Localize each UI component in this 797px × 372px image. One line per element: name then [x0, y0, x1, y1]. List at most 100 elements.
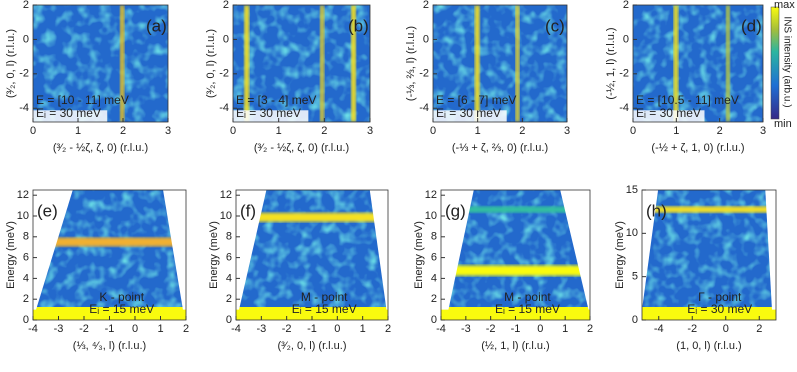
panel: 0 1 2 3 -4 -2 0 2 (-½ + ζ, 1, 0) (r.l.u.) (-½, 1,…	[605, 0, 766, 154]
annotation: E = [3 - 4] meV	[236, 93, 316, 107]
y-axis-label: Energy (meV)	[413, 221, 425, 289]
x-tick-label: 1	[360, 323, 366, 335]
x-tick-label: 2	[321, 125, 327, 137]
x-tick-label: 0	[430, 125, 436, 137]
x-tick-label: 2	[183, 323, 189, 335]
x-tick-label: -1	[307, 323, 317, 335]
band	[642, 206, 776, 213]
y-tick-label: 2	[23, 0, 29, 11]
annotation: M - point	[301, 290, 348, 304]
y-tick-label: 4	[23, 272, 29, 284]
y-tick-label: -4	[19, 102, 29, 114]
annotation: Eᵢ = 15 meV	[89, 302, 154, 316]
y-tick-label: 2	[226, 293, 232, 305]
x-tick-label: 0	[230, 125, 236, 137]
panel-label: (f)	[240, 201, 256, 220]
x-tick-label: 0	[334, 323, 340, 335]
annotation: Eᵢ = 30 meV	[436, 106, 501, 120]
elastic-band	[441, 307, 590, 320]
y-tick-label: 15	[626, 184, 638, 196]
y-tick-label: 8	[226, 231, 232, 243]
x-axis-label: (³⁄₂ - ½ζ, ζ, 0) (r.l.u.)	[53, 142, 148, 154]
y-tick-label: 0	[23, 33, 29, 45]
x-tick-label: 1	[276, 125, 282, 137]
x-tick-label: -2	[687, 323, 697, 335]
panel-label: (e)	[37, 201, 58, 220]
y-tick-label: 0	[431, 314, 437, 326]
axes-frame	[232, 4, 371, 123]
heatmap-noise	[233, 5, 370, 122]
heatmap-noise	[633, 5, 763, 122]
heatmap	[633, 5, 763, 122]
x-tick-label: 3	[564, 125, 570, 137]
annotation: Eᵢ = 15 meV	[495, 302, 560, 316]
y-tick-label: 12	[220, 189, 232, 201]
y-tick-label: 0	[632, 314, 638, 326]
x-tick-label: -3	[461, 323, 471, 335]
panel-label: (g)	[445, 201, 466, 220]
mask	[163, 190, 186, 310]
x-tick-label: 2	[519, 125, 525, 137]
x-tick-label: 3	[760, 125, 766, 137]
colorbar-min: min	[774, 118, 792, 130]
x-tick-label: -4	[436, 323, 446, 335]
heatmap-noise	[433, 5, 567, 122]
heatmap	[433, 5, 567, 122]
y-axis-label: (³⁄₂, 0, l) (r.l.u.)	[5, 29, 17, 98]
elastic-band	[642, 307, 776, 320]
y-tick-label: 0	[223, 33, 229, 45]
annotation: Eᵢ = 15 meV	[292, 302, 357, 316]
x-tick-label: 0	[723, 323, 729, 335]
annotation: E = [10 - 11] meV	[36, 93, 129, 107]
mask	[560, 190, 590, 310]
y-tick-label: -2	[19, 68, 29, 80]
y-tick-label: 2	[223, 0, 229, 11]
x-axis-label: (-½ + ζ, 1, 0) (r.l.u.)	[651, 142, 744, 154]
mask	[369, 190, 388, 310]
streak	[351, 5, 356, 122]
blank-strip	[633, 110, 705, 122]
panel-label: (h)	[646, 201, 667, 220]
x-tick-label: 1	[475, 125, 481, 137]
y-tick-label: 2	[431, 293, 437, 305]
blank-strip	[33, 110, 108, 122]
y-tick-label: -4	[219, 102, 229, 114]
y-tick-label: 0	[423, 33, 429, 45]
streak	[244, 5, 250, 122]
streak	[319, 5, 325, 122]
annotation: E = [6 - 7] meV	[436, 93, 516, 107]
panel: 0 1 2 3 -4 -2 0 2 (³⁄₂ - ½ζ, ζ, 0) (r.l.u.) (³⁄₂,…	[205, 0, 373, 154]
y-tick-label: 4	[431, 272, 437, 284]
y-tick-label: -2	[419, 68, 429, 80]
x-tick-label: 0	[537, 323, 543, 335]
y-tick-label: 0	[226, 314, 232, 326]
heatmap	[33, 5, 168, 122]
annotation: Γ - point	[698, 290, 742, 304]
elastic-band	[33, 307, 186, 320]
band	[441, 206, 590, 213]
annotation: E = [10.5 - 11] meV	[636, 93, 739, 107]
axes-frame	[432, 4, 568, 123]
band	[33, 237, 186, 247]
x-tick-label: 2	[756, 323, 762, 335]
colorbar	[770, 6, 780, 120]
mask	[441, 190, 474, 310]
heatmap	[642, 190, 776, 320]
streak	[120, 5, 125, 122]
heatmap	[236, 190, 388, 320]
annotation: K - point	[99, 290, 144, 304]
blank-strip	[433, 110, 507, 122]
x-tick-label: -3	[256, 323, 266, 335]
axes-frame	[641, 189, 777, 321]
y-axis-label: Energy (meV)	[5, 221, 17, 289]
heatmap	[441, 190, 590, 320]
x-tick-label: 1	[75, 125, 81, 137]
x-tick-label: 1	[673, 125, 679, 137]
y-tick-label: 6	[226, 252, 232, 264]
panel-label: (a)	[146, 16, 167, 35]
x-tick-label: 1	[157, 323, 163, 335]
mask	[236, 190, 267, 310]
x-tick-label: -4	[231, 323, 241, 335]
